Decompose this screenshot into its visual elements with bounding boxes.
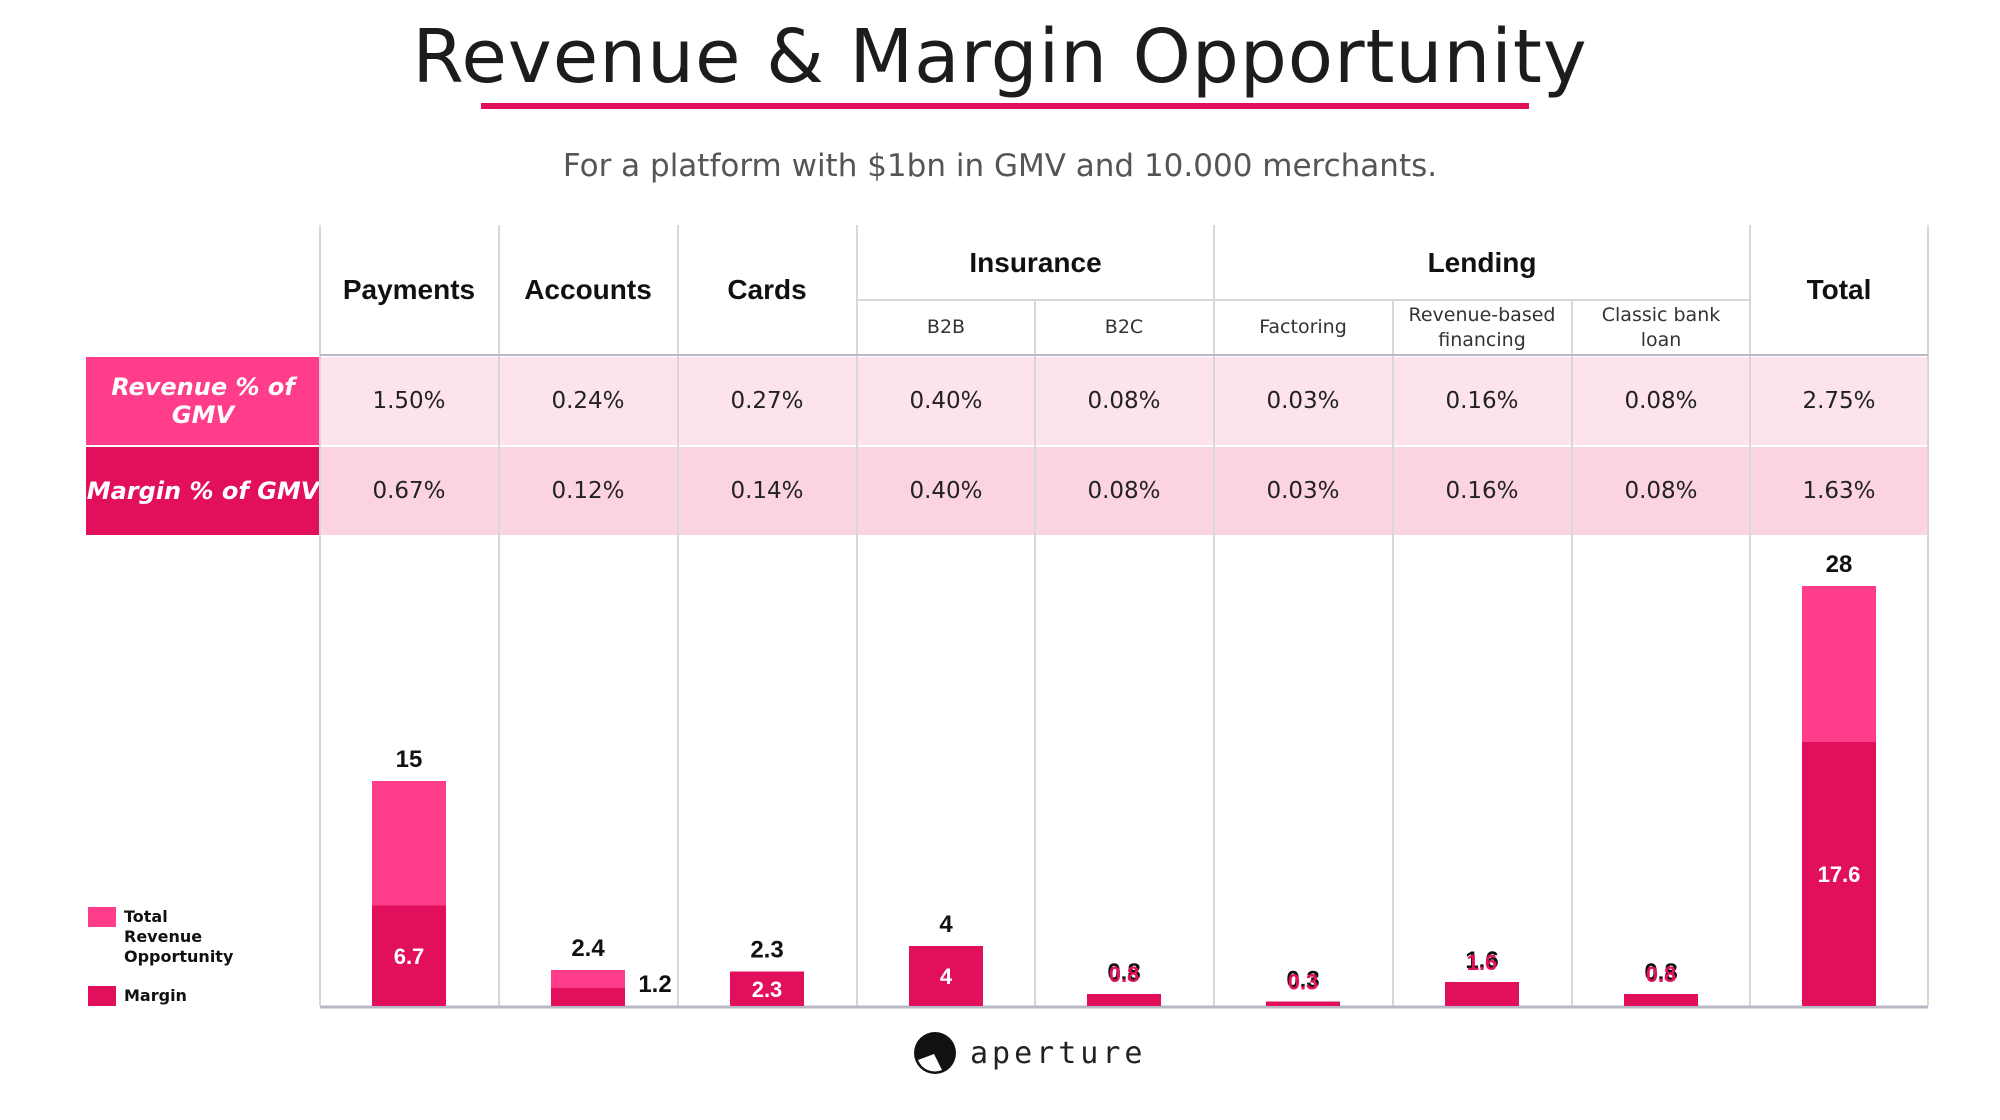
column-divider <box>1927 225 1929 1006</box>
column-subheader: B2B <box>926 316 966 338</box>
table-cell: 0.24% <box>551 388 625 414</box>
column-divider <box>498 225 500 1006</box>
legend-item-margin: Margin <box>88 986 234 1006</box>
table-cell: 0.27% <box>730 388 804 414</box>
table-cell: 0.40% <box>909 388 983 414</box>
data-label-margin: 2.3 <box>752 977 783 1002</box>
legend-item-revenue: Total Revenue Opportunity <box>88 907 234 967</box>
data-label-revenue: 28 <box>1826 551 1853 578</box>
data-label-margin: 17.6 <box>1818 862 1861 887</box>
table-cell: 2.75% <box>1802 388 1876 414</box>
row-label: Revenue % of GMV <box>86 357 320 445</box>
data-label-margin: 0.8 <box>1646 962 1677 987</box>
data-label-revenue: 4 <box>939 911 953 938</box>
row-band <box>320 447 1928 535</box>
data-label-revenue: 2.4 <box>571 935 605 962</box>
data-label-revenue: 2.3 <box>750 937 783 964</box>
table-cell: 0.08% <box>1624 388 1698 414</box>
group-header-insurance: Insurance <box>969 246 1102 278</box>
column-header: Accounts <box>524 274 652 305</box>
column-divider <box>1213 225 1215 1006</box>
table-cell: 0.16% <box>1445 478 1519 504</box>
table-cell: 0.67% <box>372 478 446 504</box>
data-label-revenue: 0.8 <box>1107 959 1140 986</box>
bar-margin <box>1624 994 1698 1006</box>
data-label-revenue: 15 <box>396 746 423 773</box>
data-label-margin: 6.7 <box>394 944 425 969</box>
column-divider <box>677 225 679 1006</box>
aperture-logo-icon <box>914 1032 956 1074</box>
column-divider <box>319 225 321 1006</box>
table-cell: 0.08% <box>1624 478 1698 504</box>
column-header: Payments <box>342 274 476 305</box>
page-subtitle: For a platform with $1bn in GMV and 10.0… <box>562 148 1438 184</box>
legend-swatch-margin <box>88 986 116 1006</box>
column-subheader: Factoring <box>1259 316 1347 338</box>
bar-margin <box>551 988 625 1006</box>
legend-label-revenue: Total Revenue Opportunity <box>124 907 234 966</box>
column-divider <box>1749 225 1751 1006</box>
brand-logo: aperture <box>912 1030 1147 1076</box>
brand-name: aperture <box>970 1035 1147 1071</box>
table-cell: 0.16% <box>1445 388 1519 414</box>
table-cell: 0.03% <box>1266 388 1340 414</box>
bar-margin <box>1445 982 1519 1006</box>
bar-margin <box>730 971 804 1006</box>
data-label-revenue: 1.6 <box>1465 947 1498 974</box>
data-label-margin: 0.8 <box>1109 962 1140 987</box>
bar-margin <box>1087 994 1161 1006</box>
column-divider <box>856 225 858 1006</box>
legend-label-margin: Margin <box>124 986 187 1005</box>
group-header-lending: Lending <box>1427 246 1537 278</box>
column-divider <box>1034 300 1036 1006</box>
column-subheader: Classic bank loan <box>1601 303 1721 351</box>
row-label: Margin % of GMV <box>86 447 320 535</box>
table-cell: 0.03% <box>1266 478 1340 504</box>
table-cell: 0.08% <box>1087 388 1161 414</box>
data-label-revenue: 0.3 <box>1286 967 1319 994</box>
table-cell: 1.50% <box>372 388 446 414</box>
bar-margin <box>372 905 446 1006</box>
page-title: Revenue & Margin Opportunity <box>412 14 1588 100</box>
column-header: Total <box>1806 274 1872 305</box>
row-band <box>320 357 1928 445</box>
bar-margin <box>909 946 983 1006</box>
column-subheader: Revenue-based financing <box>1408 303 1556 351</box>
bar-margin <box>1266 1001 1340 1006</box>
table-cell: 1.63% <box>1802 478 1876 504</box>
column-divider <box>1571 300 1573 1006</box>
column-header: Cards <box>727 274 807 305</box>
legend-swatch-revenue <box>88 907 116 927</box>
data-label-margin: 4 <box>940 964 953 989</box>
table-cell: 0.08% <box>1087 478 1161 504</box>
table-cell: 0.40% <box>909 478 983 504</box>
table-cell: 0.12% <box>551 478 625 504</box>
header-divider <box>857 299 1750 301</box>
column-subheader: B2C <box>1104 316 1144 338</box>
title-underline <box>481 103 1529 109</box>
data-label-margin: 1.2 <box>638 971 671 998</box>
table-cell: 0.14% <box>730 478 804 504</box>
data-label-margin: 0.3 <box>1288 970 1319 995</box>
data-label-margin: 1.6 <box>1467 950 1498 975</box>
data-label-revenue: 0.8 <box>1644 959 1677 986</box>
header-divider <box>320 354 1928 356</box>
column-divider <box>1392 300 1394 1006</box>
bar-margin <box>1802 742 1876 1006</box>
